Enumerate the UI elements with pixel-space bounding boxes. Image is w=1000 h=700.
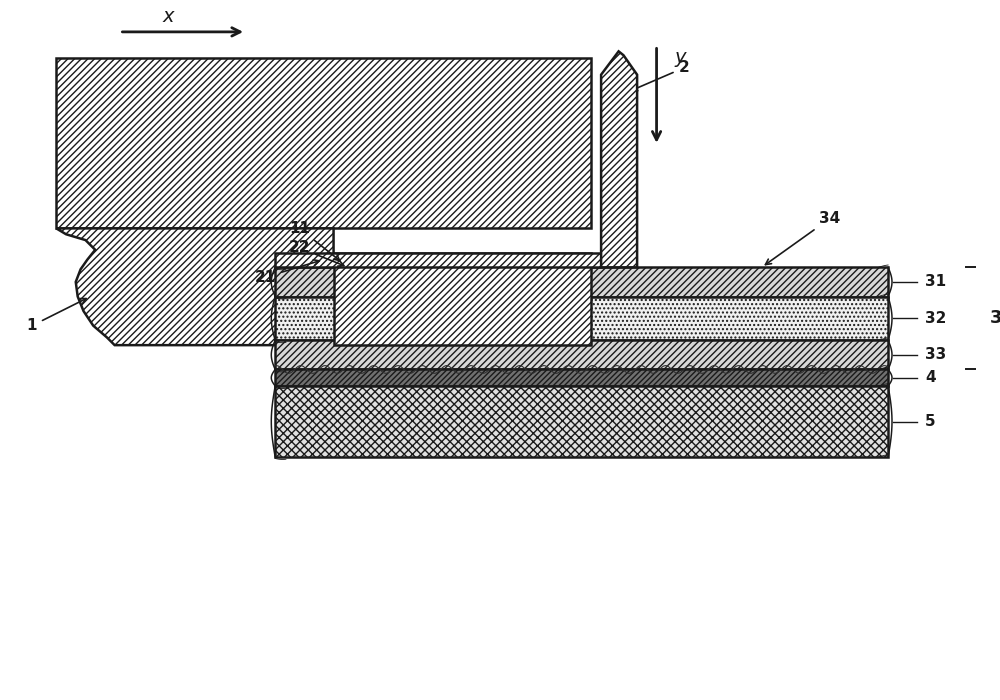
Text: 34: 34: [765, 211, 840, 265]
Text: 11: 11: [289, 221, 340, 260]
Polygon shape: [275, 386, 888, 457]
Polygon shape: [275, 370, 888, 386]
Polygon shape: [601, 51, 637, 267]
Text: 3: 3: [990, 309, 1000, 328]
Polygon shape: [275, 253, 601, 267]
Polygon shape: [275, 297, 888, 340]
Text: 32: 32: [925, 311, 946, 326]
Text: 31: 31: [925, 274, 946, 289]
Text: 33: 33: [925, 347, 946, 363]
Text: 5: 5: [925, 414, 936, 429]
Text: 21: 21: [255, 260, 319, 284]
Text: x: x: [162, 7, 174, 26]
Polygon shape: [275, 340, 888, 370]
Text: y: y: [674, 48, 686, 67]
Text: 22: 22: [289, 240, 344, 266]
Polygon shape: [275, 267, 888, 297]
Text: 2: 2: [632, 60, 689, 91]
Polygon shape: [56, 58, 591, 228]
Text: 4: 4: [925, 370, 936, 385]
Text: 1: 1: [27, 299, 86, 333]
Polygon shape: [334, 253, 591, 345]
Polygon shape: [56, 228, 334, 345]
